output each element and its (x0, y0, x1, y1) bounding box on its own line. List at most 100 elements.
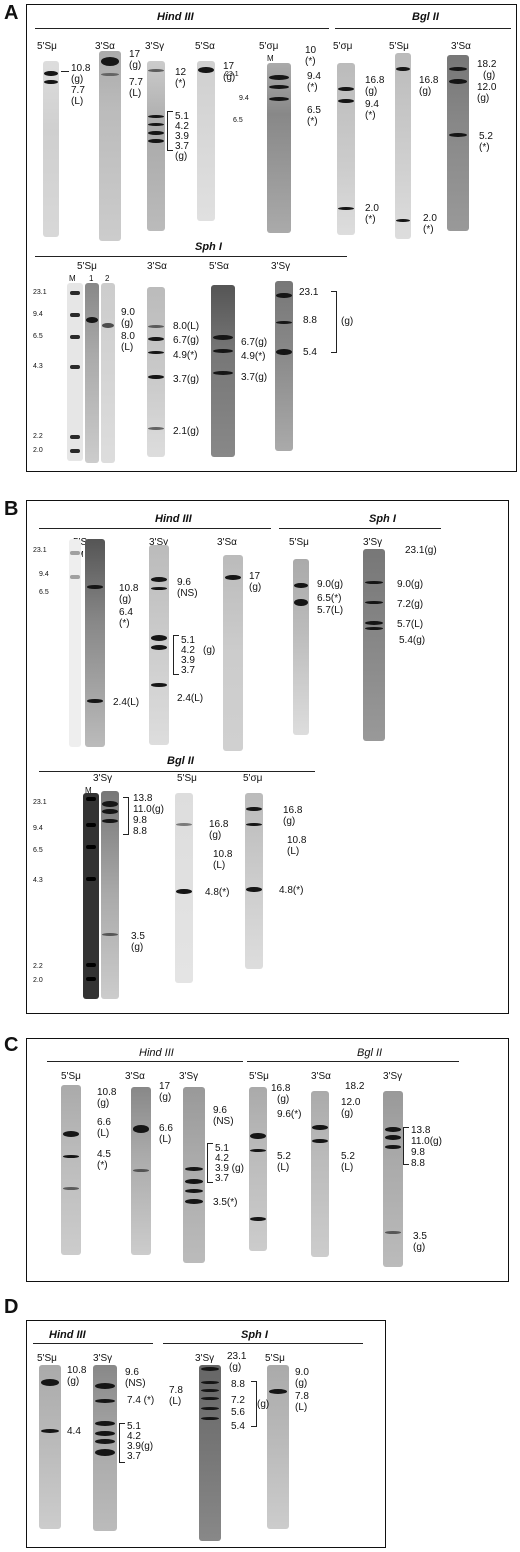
label-a1-2: 7.7 (71, 85, 85, 96)
label-s3-0: 6.7(g) (241, 337, 268, 348)
marker-b2-2b: 2.0 (33, 977, 43, 984)
lane-d4 (267, 1365, 289, 1529)
label-a6-3: (*) (365, 110, 376, 121)
label-a7-3: (*) (423, 224, 434, 235)
label-d4-3: (L) (295, 1402, 308, 1413)
label-a8-5: (*) (479, 142, 490, 153)
sph-line-a (35, 256, 347, 257)
label-d1-2: 4.4 (67, 1426, 81, 1437)
panel-letter-a: A (4, 2, 19, 24)
probe-d3: 3'Sγ (195, 1353, 215, 1364)
label-a4-1: (g) (223, 72, 236, 83)
lane-b1b (85, 539, 105, 747)
label-a3-6: (g) (175, 151, 188, 162)
label-c3-3: 4.2 (215, 1153, 229, 1164)
marker-a2-6: 6.5 (33, 333, 43, 340)
probe-c4: 5'Sμ (249, 1071, 269, 1082)
panel-letter-b: B (4, 498, 19, 520)
lane-c2 (131, 1087, 151, 1255)
label-b1-2: 6.4 (119, 607, 133, 618)
label-b6-2: 9.8 (133, 815, 147, 826)
label-d4-0: 9.0 (295, 1367, 309, 1378)
marker-a2-2a: 2.2 (33, 433, 43, 440)
label-d4-1: (g) (295, 1378, 308, 1389)
label-b8-3: (L) (287, 846, 300, 857)
label-c1-5: (*) (97, 1160, 108, 1171)
label-c6-2: 9.8 (411, 1147, 425, 1158)
label-a5-3: (*) (307, 82, 318, 93)
probe-d2: 3'Sγ (93, 1353, 113, 1364)
label-b5-2: 7.2(g) (397, 599, 424, 610)
hind-line-c (47, 1061, 243, 1062)
probe-a4: 5'Sα (195, 41, 215, 52)
label-d2-6: 3.7 (127, 1451, 141, 1462)
probe-c1: 5'Sμ (61, 1071, 81, 1082)
enzyme-sph-a: Sph I (195, 241, 222, 253)
label-s1-1: (g) (121, 318, 134, 329)
label-c2-3: (L) (159, 1134, 172, 1145)
label-a5-5: (*) (307, 116, 318, 127)
label-b5-3: 5.7(L) (397, 619, 424, 630)
lane-d1 (39, 1365, 61, 1529)
label-c4-1: (g) (277, 1094, 290, 1105)
label-c2-1: (g) (159, 1092, 172, 1103)
bgl-line-c (247, 1061, 459, 1062)
label-a5-0: 10 (305, 45, 317, 56)
label-s3-1: 4.9(*) (241, 351, 266, 362)
label-s4-0: 23.1 (299, 287, 319, 298)
sph-line-b (279, 528, 441, 529)
enzyme-hind-a: Hind III (157, 11, 194, 23)
hind-line-a (35, 28, 329, 29)
label-b3-0: 17 (249, 571, 261, 582)
label-s2-1: 6.7(g) (173, 335, 200, 346)
label-d2-4: 4.2 (127, 1431, 141, 1442)
label-s2-2: 4.9(*) (173, 350, 198, 361)
label-b6-5: (g) (131, 942, 144, 953)
lane-number-2: 2 (105, 274, 110, 283)
label-d2-0: 9.6 (125, 1367, 139, 1378)
lane-a6 (337, 63, 355, 235)
probe-a-s2: 3'Sα (147, 261, 167, 272)
label-a2-1: (g) (129, 60, 142, 71)
bgl-line-a (335, 28, 511, 29)
label-a7-1: (g) (419, 86, 432, 97)
probe-b4: 5'Sμ (289, 537, 309, 548)
lane-a-s3 (211, 285, 235, 457)
label-a3-0: 12 (175, 67, 187, 78)
marker-a2-2b: 2.0 (33, 447, 43, 454)
probe-a3: 3'Sγ (145, 41, 165, 52)
label-a2-2: 7.7 (129, 77, 143, 88)
probe-d4: 5'Sμ (265, 1353, 285, 1364)
label-b1-3: (*) (119, 618, 130, 629)
lane-c1 (61, 1085, 81, 1255)
lane-b7 (175, 793, 193, 983)
probe-a2: 3'Sα (95, 41, 115, 52)
enzyme-sph-b: Sph I (369, 513, 396, 525)
label-b7-1: (g) (209, 830, 222, 841)
panel-d-frame: Hind III Sph I 5'Sμ 3'Sγ 3'Sγ 5'Sμ 10.8 … (26, 1320, 386, 1548)
lane-a1 (43, 61, 59, 237)
label-b2-6: 3.7 (181, 665, 195, 676)
label-a8-4: 5.2 (479, 131, 493, 142)
label-d2-5: 3.9(g) (127, 1441, 154, 1452)
label-b2-2: 5.1 (181, 635, 195, 646)
label-b6-0: 13.8 (133, 793, 153, 804)
label-c1-4: 4.5 (97, 1149, 111, 1160)
label-a8-1: (g) (483, 70, 496, 81)
label-a5-1: (*) (305, 56, 316, 67)
lane-a7 (395, 53, 411, 239)
label-c3-0: 9.6 (213, 1105, 227, 1116)
enzyme-bgl-c: Bgl II (357, 1047, 383, 1059)
label-a5-4: 6.5 (307, 105, 321, 116)
probe-c6: 3'Sγ (383, 1071, 403, 1082)
marker-b2-2a: 2.2 (33, 963, 43, 970)
label-d3-2: 8.8 (231, 1379, 245, 1390)
probe-a-s4: 3'Sγ (271, 261, 291, 272)
marker-b-6: 6.5 (39, 589, 49, 596)
label-c1-0: 10.8 (97, 1087, 117, 1098)
label-b2-3: 4.2 (181, 645, 195, 656)
lane-a-s1b (101, 283, 115, 463)
label-b7-2: 10.8 (213, 849, 233, 860)
panel-b-frame: Hind III Sph I 5'Sμ M 3'Sγ 3'Sα 5'Sμ 3'S… (26, 500, 509, 1014)
label-b8-2: 10.8 (287, 835, 307, 846)
